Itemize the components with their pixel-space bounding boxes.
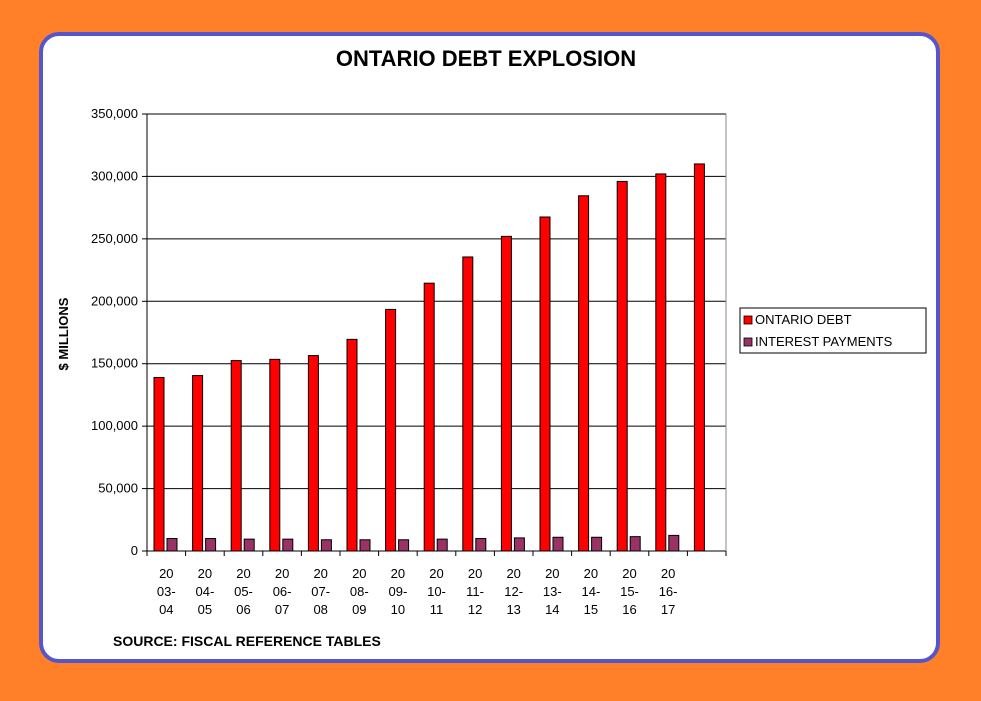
axes <box>146 114 727 552</box>
x-tick-label: 20 <box>236 566 250 581</box>
x-tick-label: 20 <box>159 566 173 581</box>
bar-interest-payments <box>205 538 217 552</box>
x-tick-label: 20 <box>352 566 366 581</box>
y-tick-label: 100,000 <box>91 418 138 433</box>
x-axis-ticks: 20 03- 04 20 04- 05 20 05- 06 20 06- 07 20 07- 08 20 08-… <box>146 551 727 617</box>
legend-box <box>739 307 927 354</box>
bar-ontario-debt <box>192 375 204 552</box>
y-tick-label: 0 <box>131 543 138 558</box>
x-tick-label: 15- <box>620 584 639 599</box>
x-tick-label: 03- <box>157 584 176 599</box>
source-note: SOURCE: FISCAL REFERENCE TABLES <box>113 633 381 649</box>
bar-ontario-debt <box>539 216 551 552</box>
bars <box>153 163 705 552</box>
bar-ontario-debt <box>269 358 281 552</box>
x-tick-label: 16 <box>622 602 636 617</box>
x-tick-label: 15 <box>584 602 598 617</box>
y-tick-label: 300,000 <box>91 168 138 183</box>
bar-interest-payments <box>282 538 294 552</box>
x-tick-label: 14- <box>582 584 601 599</box>
legend-label-interest: INTEREST PAYMENTS <box>755 334 893 349</box>
x-tick-label: 20 <box>584 566 598 581</box>
x-tick-label: 13- <box>543 584 562 599</box>
x-tick-label: 04 <box>159 602 173 617</box>
bar-interest-payments <box>513 537 525 552</box>
bar-ontario-debt <box>230 360 242 552</box>
bar-interest-payments <box>243 538 255 552</box>
bar-ontario-debt <box>500 235 512 552</box>
bar-interest-payments <box>591 536 603 552</box>
chart-title: ONTARIO DEBT EXPLOSION <box>336 46 636 71</box>
legend-swatch-debt <box>743 315 753 325</box>
x-tick-label: 20 <box>622 566 636 581</box>
y-tick-label: 150,000 <box>91 356 138 371</box>
x-tick-label: 12 <box>468 602 482 617</box>
x-tick-label: 20 <box>506 566 520 581</box>
legend-label-debt: ONTARIO DEBT <box>755 312 852 327</box>
bar-ontario-debt <box>462 256 474 552</box>
chart-card: ONTARIO DEBT EXPLOSION 0 50,000 100,000 150… <box>39 32 940 663</box>
bar-ontario-debt <box>578 195 590 552</box>
x-tick-label: 05- <box>234 584 253 599</box>
x-tick-label: 20 <box>545 566 559 581</box>
y-axis-label: $ MILLIONS <box>56 297 71 370</box>
y-axis-ticks: 0 50,000 100,000 150,000 200,000 250,000 300,0… <box>91 106 147 558</box>
x-tick-label: 20 <box>468 566 482 581</box>
y-tick-label: 250,000 <box>91 231 138 246</box>
x-tick-label: 10- <box>427 584 446 599</box>
x-tick-label: 17 <box>661 602 675 617</box>
x-tick-label: 08 <box>313 602 327 617</box>
bar-interest-payments <box>629 536 641 552</box>
bar-ontario-debt <box>616 180 628 552</box>
x-tick-label: 06 <box>236 602 250 617</box>
x-tick-label: 20 <box>275 566 289 581</box>
x-tick-label: 09 <box>352 602 366 617</box>
bar-interest-payments <box>166 538 178 552</box>
bar-interest-payments <box>668 534 680 552</box>
x-tick-label: 16- <box>659 584 678 599</box>
x-tick-label: 20 <box>313 566 327 581</box>
x-tick-label: 20 <box>198 566 212 581</box>
x-tick-label: 20 <box>391 566 405 581</box>
gridlines <box>147 113 726 490</box>
x-tick-label: 04- <box>196 584 215 599</box>
bar-ontario-debt <box>307 355 319 552</box>
x-tick-label: 09- <box>389 584 408 599</box>
bar-ontario-debt <box>655 173 667 552</box>
legend-swatch-interest <box>743 337 753 347</box>
bar-interest-payments <box>359 539 371 552</box>
bar-ontario-debt <box>693 163 705 552</box>
x-tick-label: 11- <box>466 584 484 599</box>
y-tick-label: 350,000 <box>91 106 138 121</box>
x-tick-label: 20 <box>661 566 675 581</box>
x-tick-label: 13 <box>506 602 520 617</box>
bar-ontario-debt <box>423 282 435 552</box>
y-tick-label: 50,000 <box>98 481 138 496</box>
x-tick-label: 20 <box>429 566 443 581</box>
bar-ontario-debt <box>346 338 358 552</box>
bar-interest-payments <box>398 539 410 552</box>
x-tick-label: 05 <box>198 602 212 617</box>
bar-interest-payments <box>552 536 564 552</box>
legend: ONTARIO DEBT INTEREST PAYMENTS <box>739 307 927 354</box>
bar-interest-payments <box>436 538 448 552</box>
x-tick-label: 14 <box>545 602 559 617</box>
x-tick-label: 11 <box>430 602 444 617</box>
bar-interest-payments <box>320 539 332 552</box>
y-tick-label: 200,000 <box>91 293 138 308</box>
bar-ontario-debt <box>385 308 397 552</box>
x-tick-label: 10 <box>391 602 405 617</box>
x-tick-label: 07- <box>311 584 330 599</box>
x-tick-label: 06- <box>273 584 292 599</box>
bar-ontario-debt <box>153 376 165 552</box>
chart: ONTARIO DEBT EXPLOSION 050,000100,000150… <box>56 46 927 649</box>
x-tick-label: 12- <box>504 584 523 599</box>
bar-interest-payments <box>475 538 487 552</box>
x-tick-label: 08- <box>350 584 369 599</box>
x-tick-label: 07 <box>275 602 289 617</box>
